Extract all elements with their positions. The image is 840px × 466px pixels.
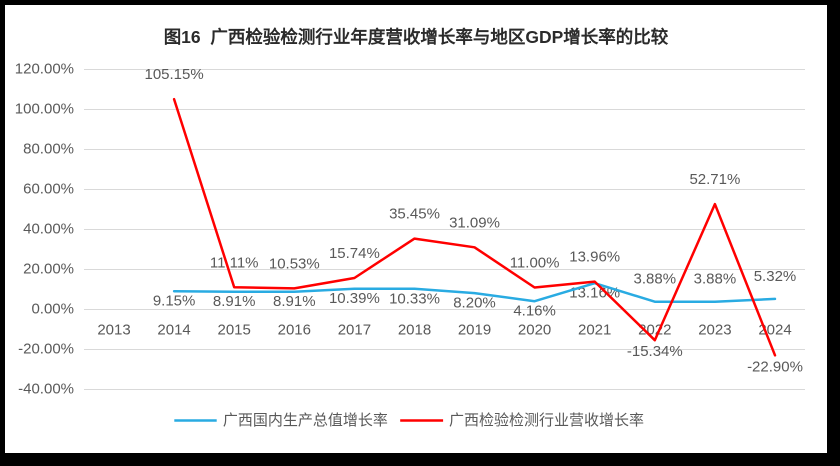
svg-text:8.91%: 8.91% bbox=[213, 293, 256, 310]
svg-text:31.09%: 31.09% bbox=[449, 214, 500, 231]
svg-text:10.33%: 10.33% bbox=[389, 290, 440, 307]
svg-text:5.32%: 5.32% bbox=[754, 268, 797, 285]
svg-text:-40.00%: -40.00% bbox=[18, 380, 74, 397]
svg-text:15.74%: 15.74% bbox=[329, 245, 380, 262]
svg-text:4.16%: 4.16% bbox=[513, 303, 556, 320]
svg-text:广西国内生产总值增长率: 广西国内生产总值增长率 bbox=[223, 412, 388, 429]
svg-text:2023: 2023 bbox=[698, 322, 731, 339]
svg-text:9.15%: 9.15% bbox=[153, 293, 196, 310]
svg-text:8.20%: 8.20% bbox=[453, 295, 496, 312]
svg-text:11.11%: 11.11% bbox=[210, 254, 259, 271]
svg-text:80.00%: 80.00% bbox=[23, 140, 74, 157]
svg-text:0.00%: 0.00% bbox=[31, 300, 74, 317]
svg-text:10.53%: 10.53% bbox=[269, 255, 320, 272]
svg-text:40.00%: 40.00% bbox=[23, 220, 74, 237]
svg-text:2013: 2013 bbox=[97, 322, 130, 339]
svg-text:105.15%: 105.15% bbox=[144, 66, 203, 83]
svg-text:-15.34%: -15.34% bbox=[627, 343, 683, 360]
svg-text:52.71%: 52.71% bbox=[689, 171, 740, 188]
svg-text:-20.00%: -20.00% bbox=[18, 340, 74, 357]
svg-text:60.00%: 60.00% bbox=[23, 180, 74, 197]
svg-text:2016: 2016 bbox=[278, 322, 311, 339]
svg-text:10.39%: 10.39% bbox=[329, 290, 380, 307]
svg-text:2014: 2014 bbox=[157, 322, 190, 339]
svg-text:2019: 2019 bbox=[458, 322, 491, 339]
svg-text:2015: 2015 bbox=[218, 322, 251, 339]
svg-text:2021: 2021 bbox=[578, 322, 611, 339]
svg-text:20.00%: 20.00% bbox=[23, 260, 74, 277]
svg-text:11.00%: 11.00% bbox=[510, 255, 560, 272]
svg-text:35.45%: 35.45% bbox=[389, 206, 440, 223]
svg-text:-22.90%: -22.90% bbox=[747, 358, 803, 375]
svg-text:3.88%: 3.88% bbox=[694, 271, 737, 288]
svg-text:2018: 2018 bbox=[398, 322, 431, 339]
svg-text:100.00%: 100.00% bbox=[15, 100, 74, 117]
svg-text:120.00%: 120.00% bbox=[15, 60, 74, 77]
svg-text:13.96%: 13.96% bbox=[569, 249, 620, 266]
svg-text:2020: 2020 bbox=[518, 322, 551, 339]
svg-text:3.88%: 3.88% bbox=[634, 271, 677, 288]
svg-text:广西检验检测行业营收增长率: 广西检验检测行业营收增长率 bbox=[449, 412, 644, 429]
svg-text:2017: 2017 bbox=[338, 322, 371, 339]
svg-text:8.91%: 8.91% bbox=[273, 293, 316, 310]
